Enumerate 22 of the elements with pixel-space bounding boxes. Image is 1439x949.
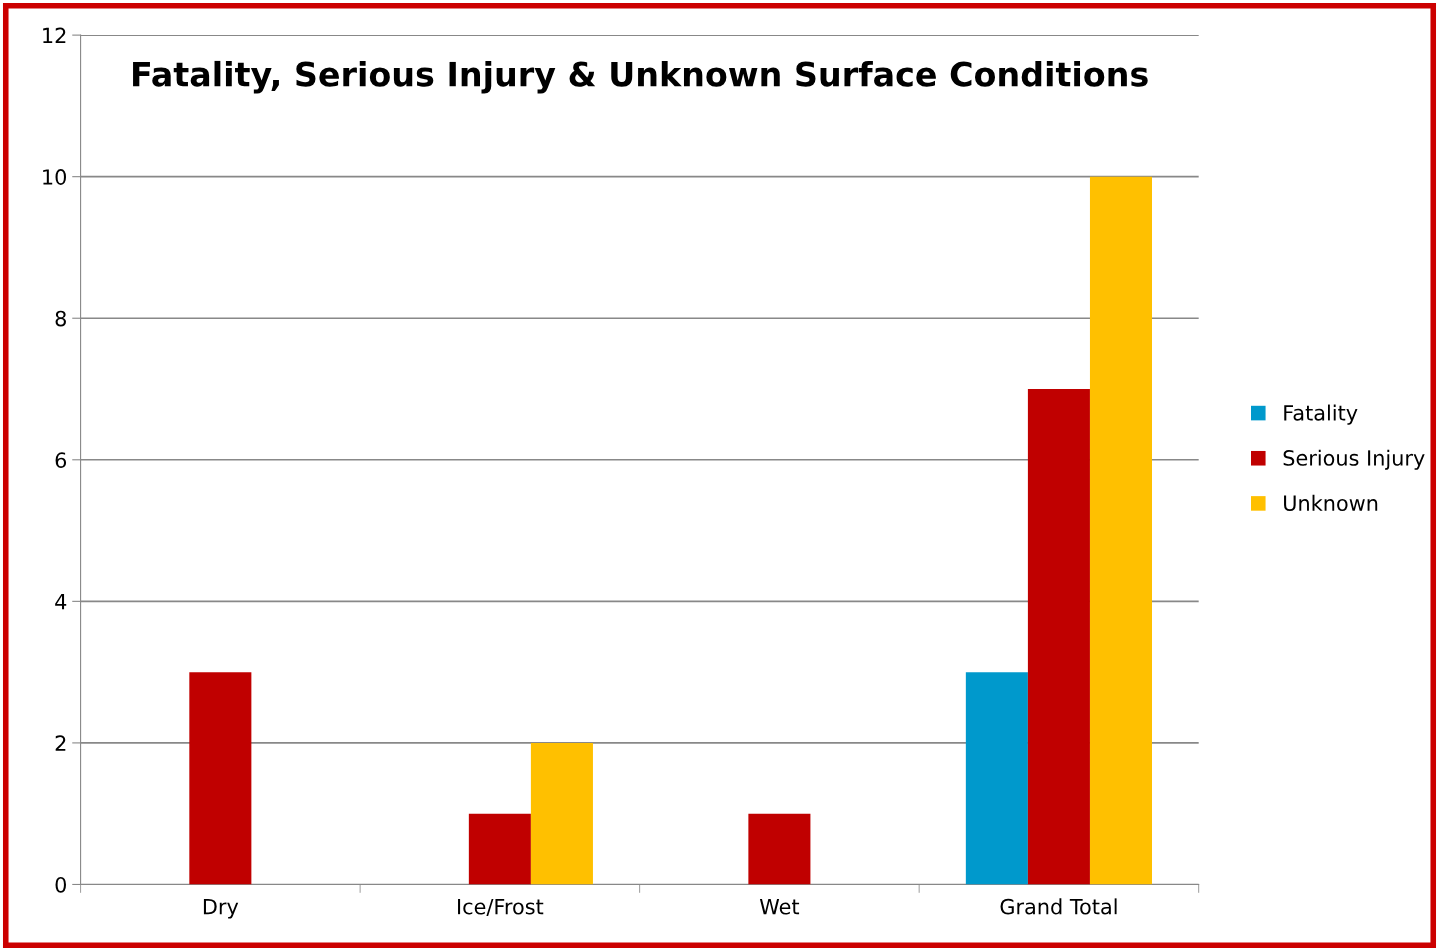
y-tick-label: 4 <box>55 594 67 610</box>
x-tick-label: Wet <box>759 899 800 915</box>
y-tick-label: 10 <box>43 169 67 185</box>
y-tick-label: 6 <box>55 452 67 468</box>
bar <box>468 813 531 885</box>
bar <box>530 742 593 885</box>
x-tick-label: Ice/Frost <box>458 899 544 917</box>
text: Fatality, Serious Injury & Unknown Surface Conditions <box>133 60 1148 94</box>
x-tick-label: Dry <box>203 899 239 919</box>
bar <box>965 672 1028 885</box>
y-tick-label: 0 <box>55 876 67 893</box>
bar <box>1027 389 1090 885</box>
legend-label: Fatality <box>1284 404 1358 425</box>
legend-label: Unknown <box>1284 494 1378 511</box>
y-tick-label: 8 <box>55 310 66 327</box>
x-tick-label: Grand Total <box>1000 898 1117 915</box>
bar <box>189 672 252 885</box>
bar <box>748 813 811 885</box>
y-tick-label: 2 <box>55 735 66 751</box>
legend-label: Serious Injury <box>1283 449 1425 470</box>
y-tick-label: 12 <box>43 27 66 44</box>
bar <box>1089 176 1153 885</box>
